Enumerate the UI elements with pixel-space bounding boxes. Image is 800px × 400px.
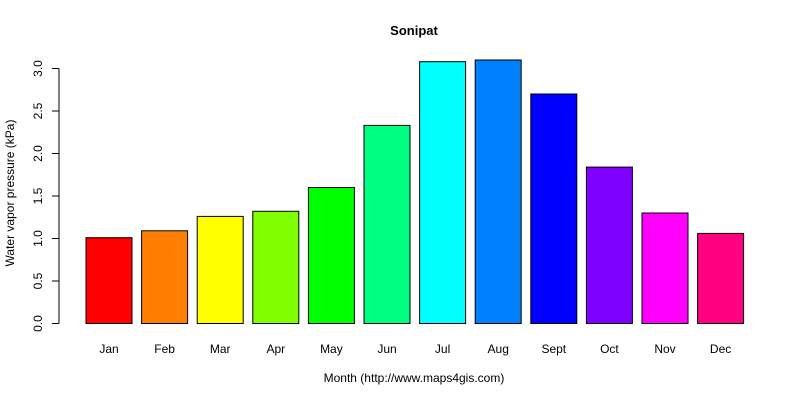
- y-tick-label: 3.0: [31, 60, 45, 77]
- x-tick-label-apr: Apr: [266, 342, 285, 356]
- x-tick-label-mar: Mar: [210, 342, 231, 356]
- x-tick-label-jul: Jul: [435, 342, 450, 356]
- x-axis-label: Month (http://www.maps4gis.com): [324, 371, 505, 385]
- x-tick-label-sept: Sept: [541, 342, 566, 356]
- y-tick-label: 1.5: [31, 187, 45, 204]
- x-tick-label-jun: Jun: [377, 342, 396, 356]
- bar-mar: [196, 215, 244, 324]
- y-ticks-group: 0.0 0.5 1.0 1.5 2.0 2.5 3.0: [31, 60, 59, 332]
- chart-title: Sonipat: [390, 23, 438, 38]
- bar-feb: [141, 230, 189, 324]
- bar-dec: [697, 232, 745, 324]
- y-tick-label: 1.0: [31, 230, 45, 247]
- bar-apr: [252, 210, 300, 324]
- x-tick-label-dec: Dec: [710, 342, 731, 356]
- y-axis-label: Water vapor pressure (kPa): [3, 120, 17, 267]
- x-tick-labels-group: Jan Feb Mar Apr May Jun Jul Aug Sept Oct Nov Dec: [99, 342, 731, 356]
- x-tick-label-may: May: [320, 342, 343, 356]
- bar-jan: [85, 237, 133, 324]
- x-tick-label-aug: Aug: [488, 342, 509, 356]
- x-tick-label-jan: Jan: [99, 342, 118, 356]
- y-tick-label: 0.5: [31, 272, 45, 289]
- bar-sept: [530, 93, 578, 324]
- bar-jul: [419, 61, 467, 324]
- x-tick-label-feb: Feb: [154, 342, 175, 356]
- bar-oct: [585, 166, 633, 324]
- x-tick-label-nov: Nov: [654, 342, 675, 356]
- y-tick-label: 2.5: [31, 102, 45, 119]
- y-tick-label: 2.0: [31, 145, 45, 162]
- bars-group: [85, 59, 745, 325]
- y-tick-label: 0.0: [31, 315, 45, 332]
- bar-aug: [474, 59, 522, 324]
- bar-may: [307, 187, 355, 324]
- bar-jun: [363, 124, 411, 325]
- x-tick-label-oct: Oct: [600, 342, 619, 356]
- bar-nov: [641, 212, 689, 324]
